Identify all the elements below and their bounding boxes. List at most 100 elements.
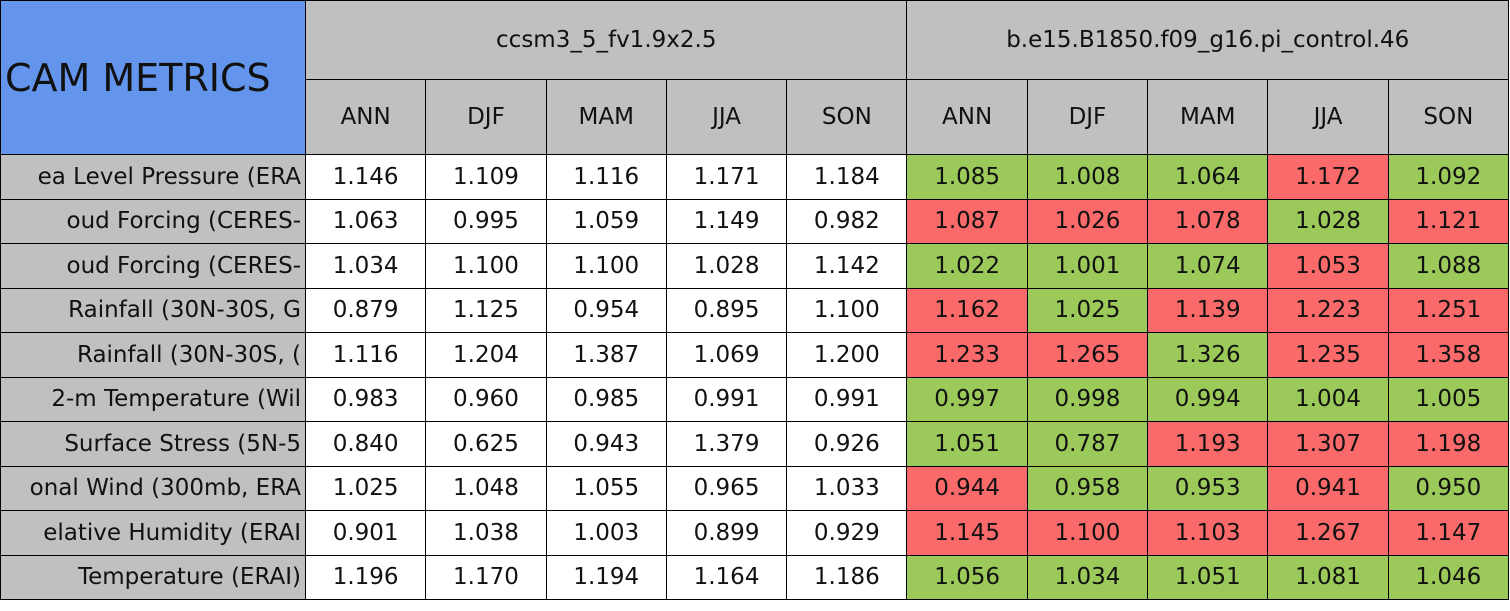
value-cell: 0.995 xyxy=(425,198,547,244)
value-cell: 1.034 xyxy=(1026,554,1149,600)
value-cell: 1.307 xyxy=(1267,421,1389,467)
season-header: ANN xyxy=(906,79,1028,155)
value-cell: 1.170 xyxy=(425,554,547,600)
row-label: onal Wind (300mb, ERA xyxy=(0,465,306,511)
value-cell: 1.064 xyxy=(1147,154,1269,200)
value-cell: 0.954 xyxy=(545,287,667,333)
value-cell: 1.100 xyxy=(425,243,547,289)
table-row: oud Forcing (CERES- 1.034 1.100 1.100 1.028 1… xyxy=(0,243,1510,289)
value-cell: 1.149 xyxy=(665,198,788,244)
value-cell: 0.965 xyxy=(665,465,788,511)
value-cell: 1.265 xyxy=(1026,332,1149,378)
value-cell: 0.895 xyxy=(665,287,788,333)
value-cell: 0.958 xyxy=(1026,465,1149,511)
value-cell: 0.943 xyxy=(545,421,667,467)
value-cell: 1.046 xyxy=(1387,554,1510,600)
value-cell: 0.625 xyxy=(425,421,547,467)
value-cell: 1.164 xyxy=(665,554,788,600)
value-cell: 0.944 xyxy=(906,465,1028,511)
value-cell: 0.997 xyxy=(906,376,1028,422)
season-header: ANN xyxy=(304,79,427,155)
value-cell: 0.787 xyxy=(1026,421,1149,467)
value-cell: 1.022 xyxy=(906,243,1028,289)
season-header: DJF xyxy=(1026,79,1149,155)
value-cell: 1.003 xyxy=(545,510,667,556)
value-cell: 1.074 xyxy=(1147,243,1269,289)
table-row: elative Humidity (ERAI 0.901 1.038 1.003 0.8… xyxy=(0,510,1510,556)
season-header: SON xyxy=(786,79,908,155)
value-cell: 1.267 xyxy=(1267,510,1389,556)
value-cell: 1.116 xyxy=(545,154,667,200)
value-cell: 1.109 xyxy=(425,154,547,200)
value-cell: 1.100 xyxy=(545,243,667,289)
season-header: MAM xyxy=(545,79,667,155)
value-cell: 1.025 xyxy=(1026,287,1149,333)
value-cell: 1.358 xyxy=(1387,332,1510,378)
value-cell: 1.085 xyxy=(906,154,1028,200)
value-cell: 1.387 xyxy=(545,332,667,378)
value-cell: 1.233 xyxy=(906,332,1028,378)
value-cell: 0.960 xyxy=(425,376,547,422)
value-cell: 1.194 xyxy=(545,554,667,600)
table-row: 2-m Temperature (Wil 0.983 0.960 0.985 0.991… xyxy=(0,376,1510,422)
value-cell: 0.991 xyxy=(786,376,908,422)
value-cell: 1.059 xyxy=(545,198,667,244)
value-cell: 1.092 xyxy=(1387,154,1510,200)
table-row: onal Wind (300mb, ERA 1.025 1.048 1.055 0.96… xyxy=(0,465,1510,511)
value-cell: 0.983 xyxy=(304,376,427,422)
value-cell: 1.326 xyxy=(1147,332,1269,378)
value-cell: 1.172 xyxy=(1267,154,1389,200)
value-cell: 1.100 xyxy=(786,287,908,333)
value-cell: 1.142 xyxy=(786,243,908,289)
value-cell: 1.196 xyxy=(304,554,427,600)
value-cell: 1.200 xyxy=(786,332,908,378)
value-cell: 1.125 xyxy=(425,287,547,333)
value-cell: 1.078 xyxy=(1147,198,1269,244)
value-cell: 1.051 xyxy=(1147,554,1269,600)
value-cell: 1.034 xyxy=(304,243,427,289)
value-cell: 1.100 xyxy=(1026,510,1149,556)
season-header: JJA xyxy=(1267,79,1389,155)
value-cell: 1.055 xyxy=(545,465,667,511)
value-cell: 1.004 xyxy=(1267,376,1389,422)
value-cell: 0.901 xyxy=(304,510,427,556)
row-label: ea Level Pressure (ERA xyxy=(0,154,306,200)
row-label: Surface Stress (5N-5 xyxy=(0,421,306,467)
table-title: CAM METRICS xyxy=(0,0,306,155)
value-cell: 0.998 xyxy=(1026,376,1149,422)
value-cell: 1.223 xyxy=(1267,287,1389,333)
value-cell: 1.145 xyxy=(906,510,1028,556)
value-cell: 1.171 xyxy=(665,154,788,200)
season-header: JJA xyxy=(665,79,788,155)
row-label: oud Forcing (CERES- xyxy=(0,198,306,244)
table-row: ea Level Pressure (ERA 1.146 1.109 1.116 1.1… xyxy=(0,154,1510,200)
value-cell: 1.063 xyxy=(304,198,427,244)
value-cell: 1.235 xyxy=(1267,332,1389,378)
group-header: b.e15.B1850.f09_g16.pi_control.46 xyxy=(906,0,1509,80)
value-cell: 1.139 xyxy=(1147,287,1269,333)
value-cell: 1.028 xyxy=(1267,198,1389,244)
table-row: Temperature (ERAI) 1.196 1.170 1.194 1.164 1.… xyxy=(0,554,1510,600)
value-cell: 1.379 xyxy=(665,421,788,467)
value-cell: 1.038 xyxy=(425,510,547,556)
value-cell: 1.033 xyxy=(786,465,908,511)
value-cell: 1.193 xyxy=(1147,421,1269,467)
season-header: SON xyxy=(1387,79,1510,155)
value-cell: 1.147 xyxy=(1387,510,1510,556)
row-label: Rainfall (30N-30S, ( xyxy=(0,332,306,378)
value-cell: 0.899 xyxy=(665,510,788,556)
value-cell: 1.069 xyxy=(665,332,788,378)
value-cell: 1.051 xyxy=(906,421,1028,467)
value-cell: 1.251 xyxy=(1387,287,1510,333)
value-cell: 1.025 xyxy=(304,465,427,511)
value-cell: 0.926 xyxy=(786,421,908,467)
season-header: MAM xyxy=(1147,79,1269,155)
group-header: ccsm3_5_fv1.9x2.5 xyxy=(304,0,908,80)
value-cell: 1.081 xyxy=(1267,554,1389,600)
value-cell: 1.116 xyxy=(304,332,427,378)
value-cell: 1.053 xyxy=(1267,243,1389,289)
table-row: Rainfall (30N-30S, G 0.879 1.125 0.954 0.895… xyxy=(0,287,1510,333)
value-cell: 1.048 xyxy=(425,465,547,511)
